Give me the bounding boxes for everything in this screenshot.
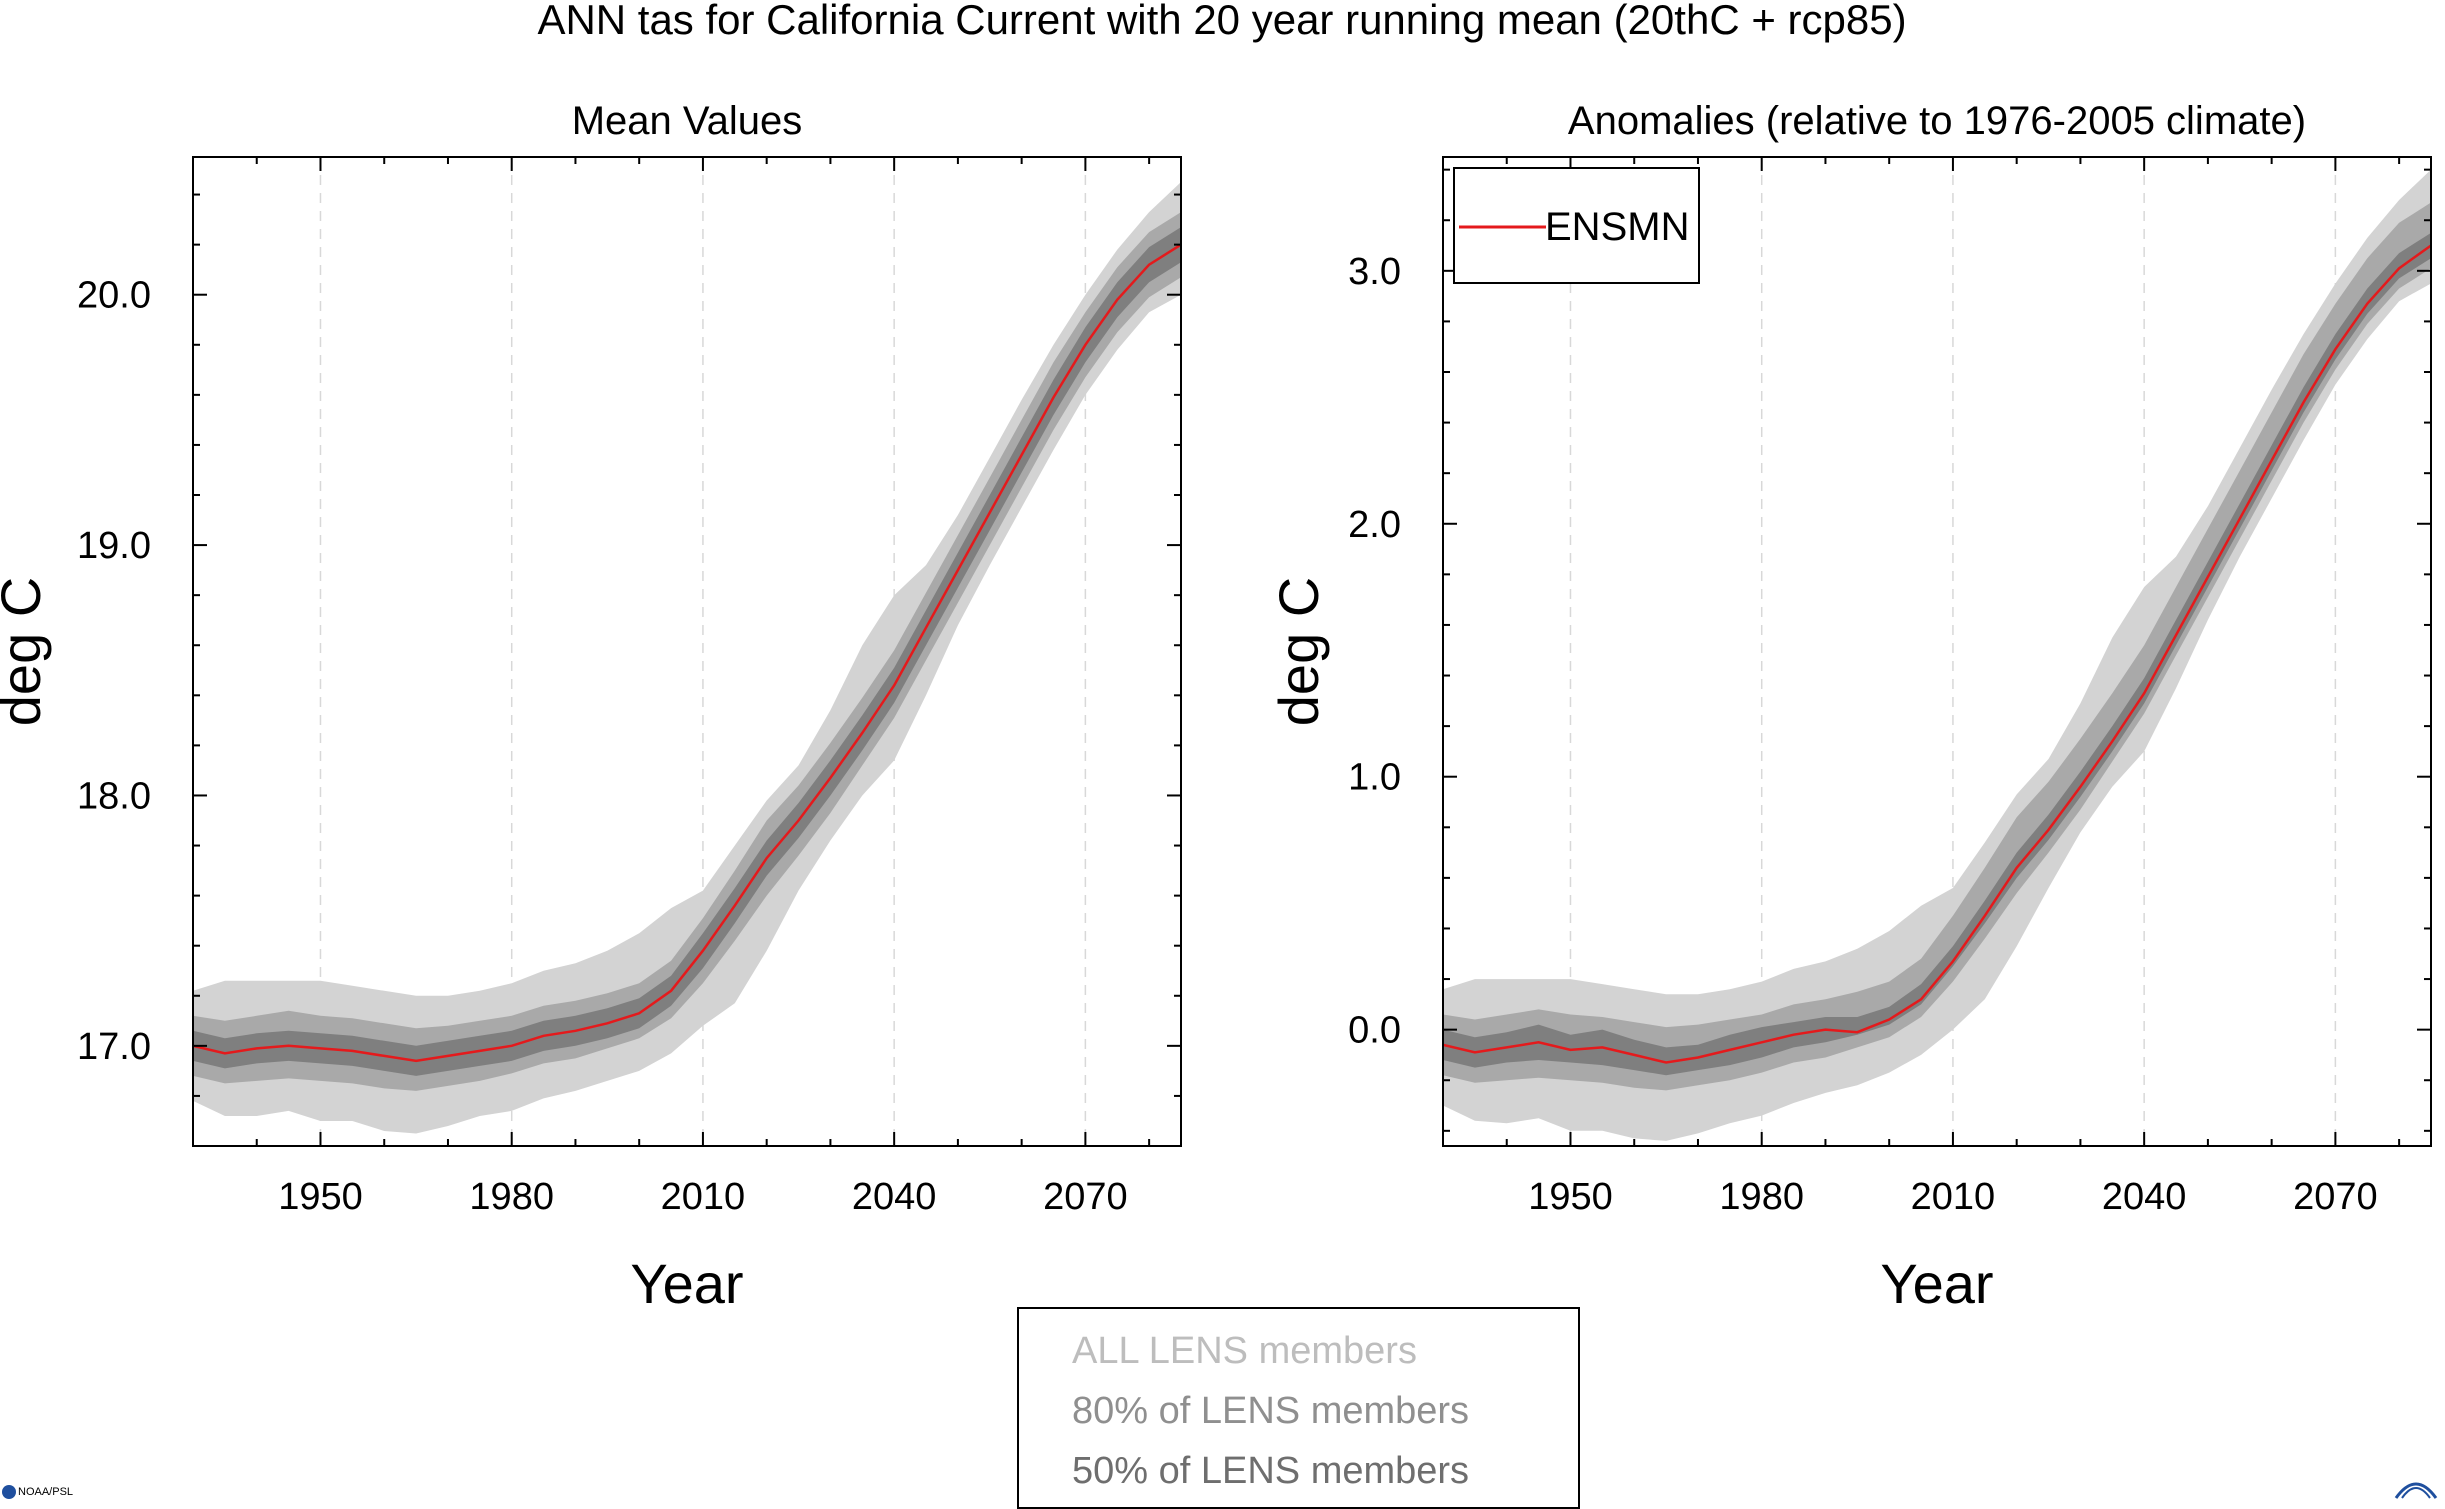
x-tick-label: 1950 [1528, 1176, 1613, 1218]
ensmn-line [193, 243, 1181, 1063]
noaa-emblem-icon [2, 1485, 16, 1499]
band-legend: ALL LENS members 80% of LENS members 50%… [1017, 1307, 1580, 1509]
panel-title: Anomalies (relative to 1976-2005 climate… [1568, 99, 2306, 143]
x-axis-label: Year [630, 1252, 743, 1315]
ensmn-legend-label: ENSMN [1545, 205, 1689, 249]
panel-title: Mean Values [572, 99, 803, 143]
noaa-logo: NOAA/PSL [2, 1485, 73, 1499]
y-tick-label: 0.0 [1348, 1010, 1401, 1052]
y-tick-label: 2.0 [1348, 504, 1401, 546]
y-axis-label: deg C [0, 577, 52, 726]
x-tick-label: 2010 [1911, 1176, 1996, 1218]
y-tick-label: 20.0 [77, 275, 151, 317]
y-axis-label: deg C [1267, 577, 1330, 726]
noaa-logo-text: NOAA/PSL [18, 1486, 74, 1498]
band-legend-label-80: 80% of LENS members [1072, 1390, 1469, 1432]
band-legend-label-all: ALL LENS members [1072, 1330, 1417, 1372]
x-tick-label: 2040 [852, 1176, 937, 1218]
panel-mean-values: Mean Values 1950 1980 2010 2040 2070 17.0 18.0 1… [0, 99, 1182, 1315]
x-tick-label: 2010 [661, 1176, 746, 1218]
x-tick-label: 1950 [278, 1176, 363, 1218]
cires-logo-icon [2394, 1482, 2438, 1499]
y-tick-label: 1.0 [1348, 757, 1401, 799]
y-tick-label: 17.0 [77, 1026, 151, 1068]
panel-anomalies: Anomalies (relative to 1976-2005 climate… [1267, 99, 2432, 1315]
band-legend-box [1017, 1307, 1580, 1509]
y-tick-label: 18.0 [77, 775, 151, 817]
plot-frame [1442, 156, 2432, 1147]
y-tick-label: 19.0 [77, 525, 151, 567]
band-legend-label-50: 50% of LENS members [1072, 1450, 1469, 1492]
x-tick-label: 2070 [2293, 1176, 2378, 1218]
band-80pct-members [1443, 202, 2431, 1091]
x-tick-label: 2070 [1043, 1176, 1128, 1218]
x-tick-label: 2040 [2102, 1176, 2187, 1218]
y-tick-label: 3.0 [1348, 251, 1401, 293]
plot-area [193, 182, 1181, 1134]
x-tick-label: 1980 [469, 1176, 554, 1218]
plot-area [1443, 169, 2431, 1141]
ensmn-legend-box [1453, 167, 1700, 284]
plot-frame [192, 156, 1182, 1147]
x-tick-label: 1980 [1719, 1176, 1804, 1218]
ensmn-legend: ENSMN [1453, 167, 1700, 284]
ensmn-line [1443, 244, 2431, 1064]
figure-title: ANN tas for California Current with 20 y… [537, 0, 1906, 43]
x-axis-label: Year [1880, 1252, 1993, 1315]
